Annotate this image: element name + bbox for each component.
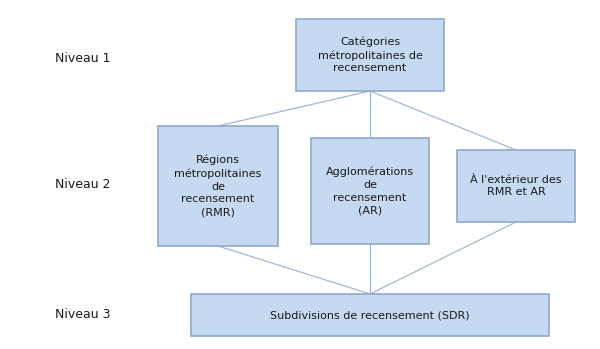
Text: Niveau 2: Niveau 2 <box>55 178 110 192</box>
Text: Agglomérations
de
recensement
(AR): Agglomérations de recensement (AR) <box>326 166 414 215</box>
Text: Niveau 3: Niveau 3 <box>55 309 110 321</box>
FancyBboxPatch shape <box>296 19 444 91</box>
FancyBboxPatch shape <box>311 138 429 244</box>
Text: Niveau 1: Niveau 1 <box>55 52 110 65</box>
FancyBboxPatch shape <box>457 150 575 222</box>
Text: À l'extérieur des
RMR et AR: À l'extérieur des RMR et AR <box>470 174 562 198</box>
Text: Subdivisions de recensement (SDR): Subdivisions de recensement (SDR) <box>270 310 470 320</box>
FancyBboxPatch shape <box>191 294 549 336</box>
Text: Catégories
métropolitaines de
recensement: Catégories métropolitaines de recensemen… <box>317 37 422 73</box>
FancyBboxPatch shape <box>158 126 278 246</box>
Text: Régions
métropolitaines
de
recensement
(RMR): Régions métropolitaines de recensement (… <box>175 155 262 217</box>
